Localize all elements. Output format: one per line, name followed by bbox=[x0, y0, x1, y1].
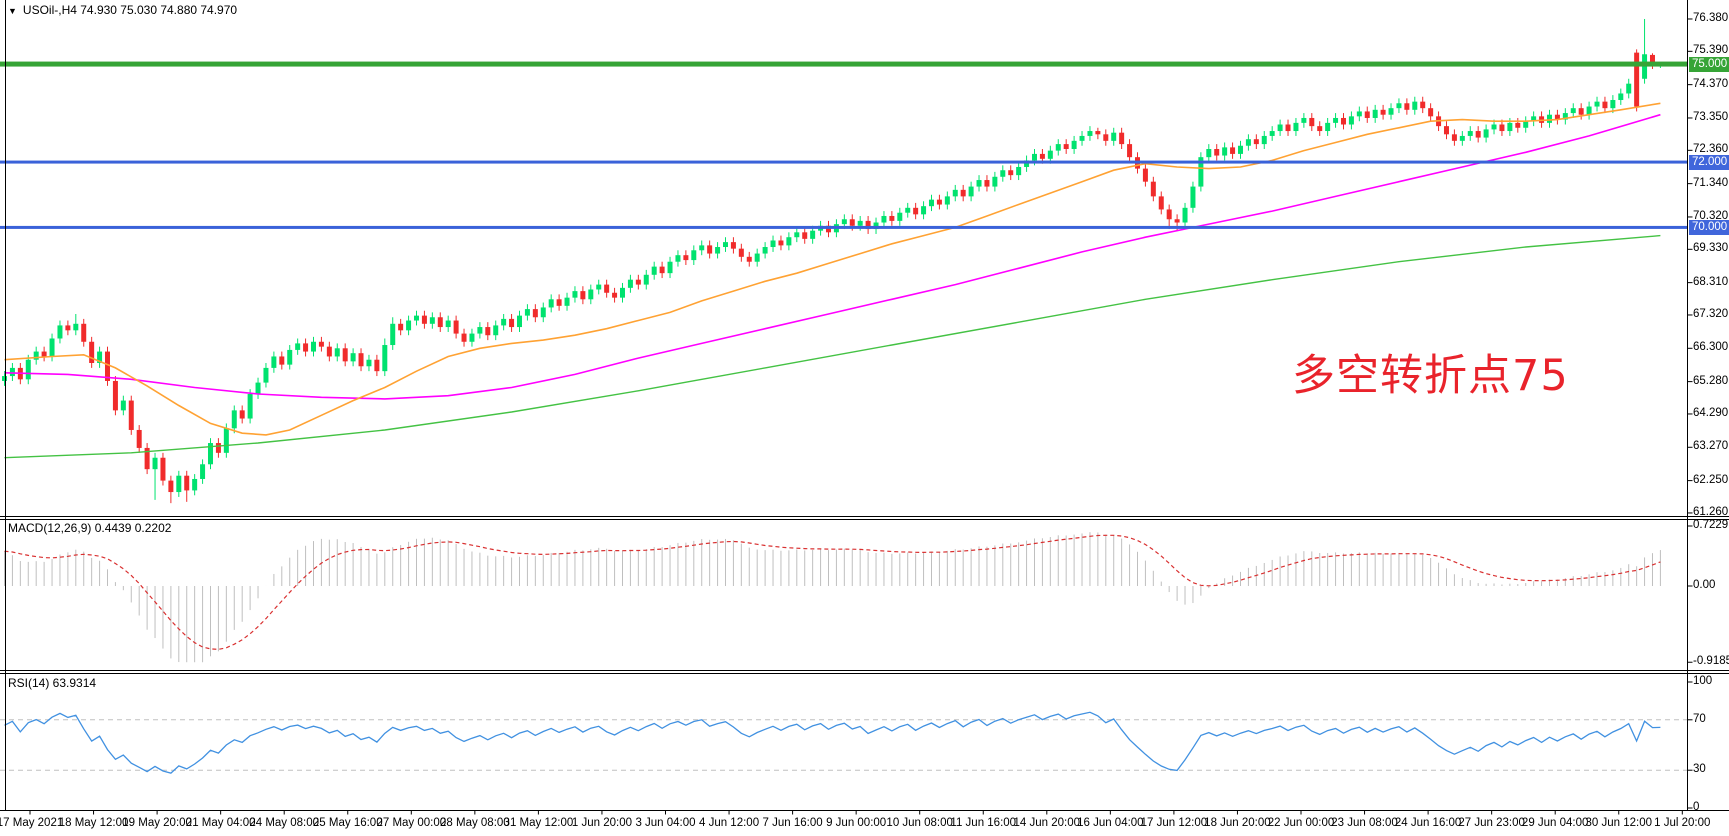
horizontal-level-line-72[interactable] bbox=[0, 160, 1688, 164]
horizontal-level-line-75[interactable] bbox=[0, 61, 1688, 67]
rsi-indicator-label: RSI(14) 63.9314 bbox=[8, 676, 97, 690]
chevron-down-icon[interactable]: ▼ bbox=[8, 6, 17, 16]
ma-fast-orange-line bbox=[4, 102, 1661, 436]
ma-mid-magenta-line bbox=[4, 113, 1661, 400]
horizontal-level-line-70[interactable] bbox=[0, 225, 1688, 229]
annotation-text: 多空转折点75 bbox=[1292, 351, 1569, 401]
symbol-header: ▼ USOil-,H4 74.930 75.030 74.880 74.970 bbox=[8, 3, 237, 17]
macd-indicator-label: MACD(12,26,9) 0.4439 0.2202 bbox=[8, 521, 172, 535]
ma-slow-green-line bbox=[4, 234, 1661, 459]
pane-borders bbox=[0, 0, 1729, 815]
rsi-line bbox=[4, 711, 1661, 774]
macd-histogram bbox=[4, 532, 1661, 663]
symbol-ohlc-text: USOil-,H4 74.930 75.030 74.880 74.970 bbox=[22, 3, 238, 17]
macd-signal-line bbox=[4, 534, 1661, 651]
candlestick-series bbox=[2, 18, 1663, 504]
